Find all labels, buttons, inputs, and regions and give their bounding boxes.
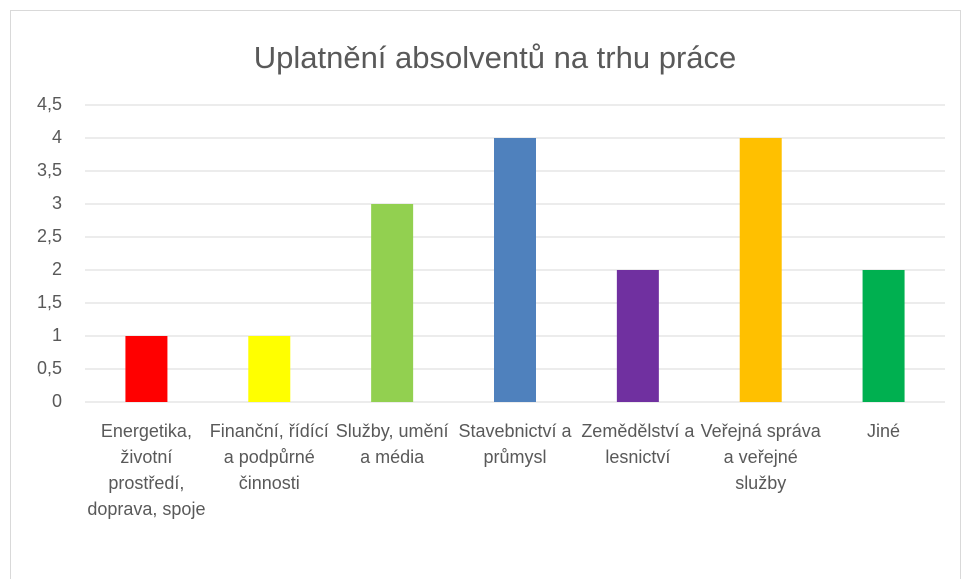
x-tick-label-box: Stavebnictví a průmysl <box>458 421 572 467</box>
x-tick-label: Jiné <box>867 421 901 441</box>
bar <box>616 270 659 402</box>
y-tick-label: 3 <box>52 193 62 213</box>
x-tick-label-box: Zemědělství a lesnictví <box>581 421 695 467</box>
x-tick-label: Finanční, řídící a podpůrné činnosti <box>209 421 329 493</box>
y-tick-label: 1,5 <box>37 292 62 312</box>
y-tick-label: 3,5 <box>37 160 62 180</box>
x-tick-label-box: Finanční, řídící a podpůrné činnosti <box>209 421 329 493</box>
x-tick-label: Energetika, životní prostředí, doprava, … <box>87 421 206 519</box>
x-tick-label: Veřejná správa a veřejné služby <box>700 421 821 493</box>
y-tick-label: 0,5 <box>37 358 62 378</box>
chart-title: Uplatnění absolventů na trhu práce <box>254 40 737 75</box>
x-tick-label-box: Jiné <box>867 421 901 441</box>
x-tick-label-box: Služby, umění a média <box>335 421 449 467</box>
y-tick-label: 1 <box>52 325 62 345</box>
bar <box>371 204 414 402</box>
y-tick-label: 2 <box>52 259 62 279</box>
bar <box>248 336 291 402</box>
y-tick-label: 2,5 <box>37 226 62 246</box>
bar <box>739 138 782 402</box>
x-tick-label: Služby, umění a média <box>335 421 449 467</box>
x-tick-label-box: Energetika, životní prostředí, doprava, … <box>87 421 206 519</box>
bar <box>125 336 168 402</box>
x-tick-label-box: Veřejná správa a veřejné služby <box>700 421 821 493</box>
x-tick-label: Zemědělství a lesnictví <box>581 421 695 467</box>
bar <box>494 138 536 402</box>
y-tick-label: 0 <box>52 391 62 411</box>
y-tick-label: 4,5 <box>37 94 62 114</box>
bar <box>862 270 905 402</box>
y-tick-label: 4 <box>52 127 62 147</box>
x-tick-label: Stavebnictví a průmysl <box>458 421 572 467</box>
